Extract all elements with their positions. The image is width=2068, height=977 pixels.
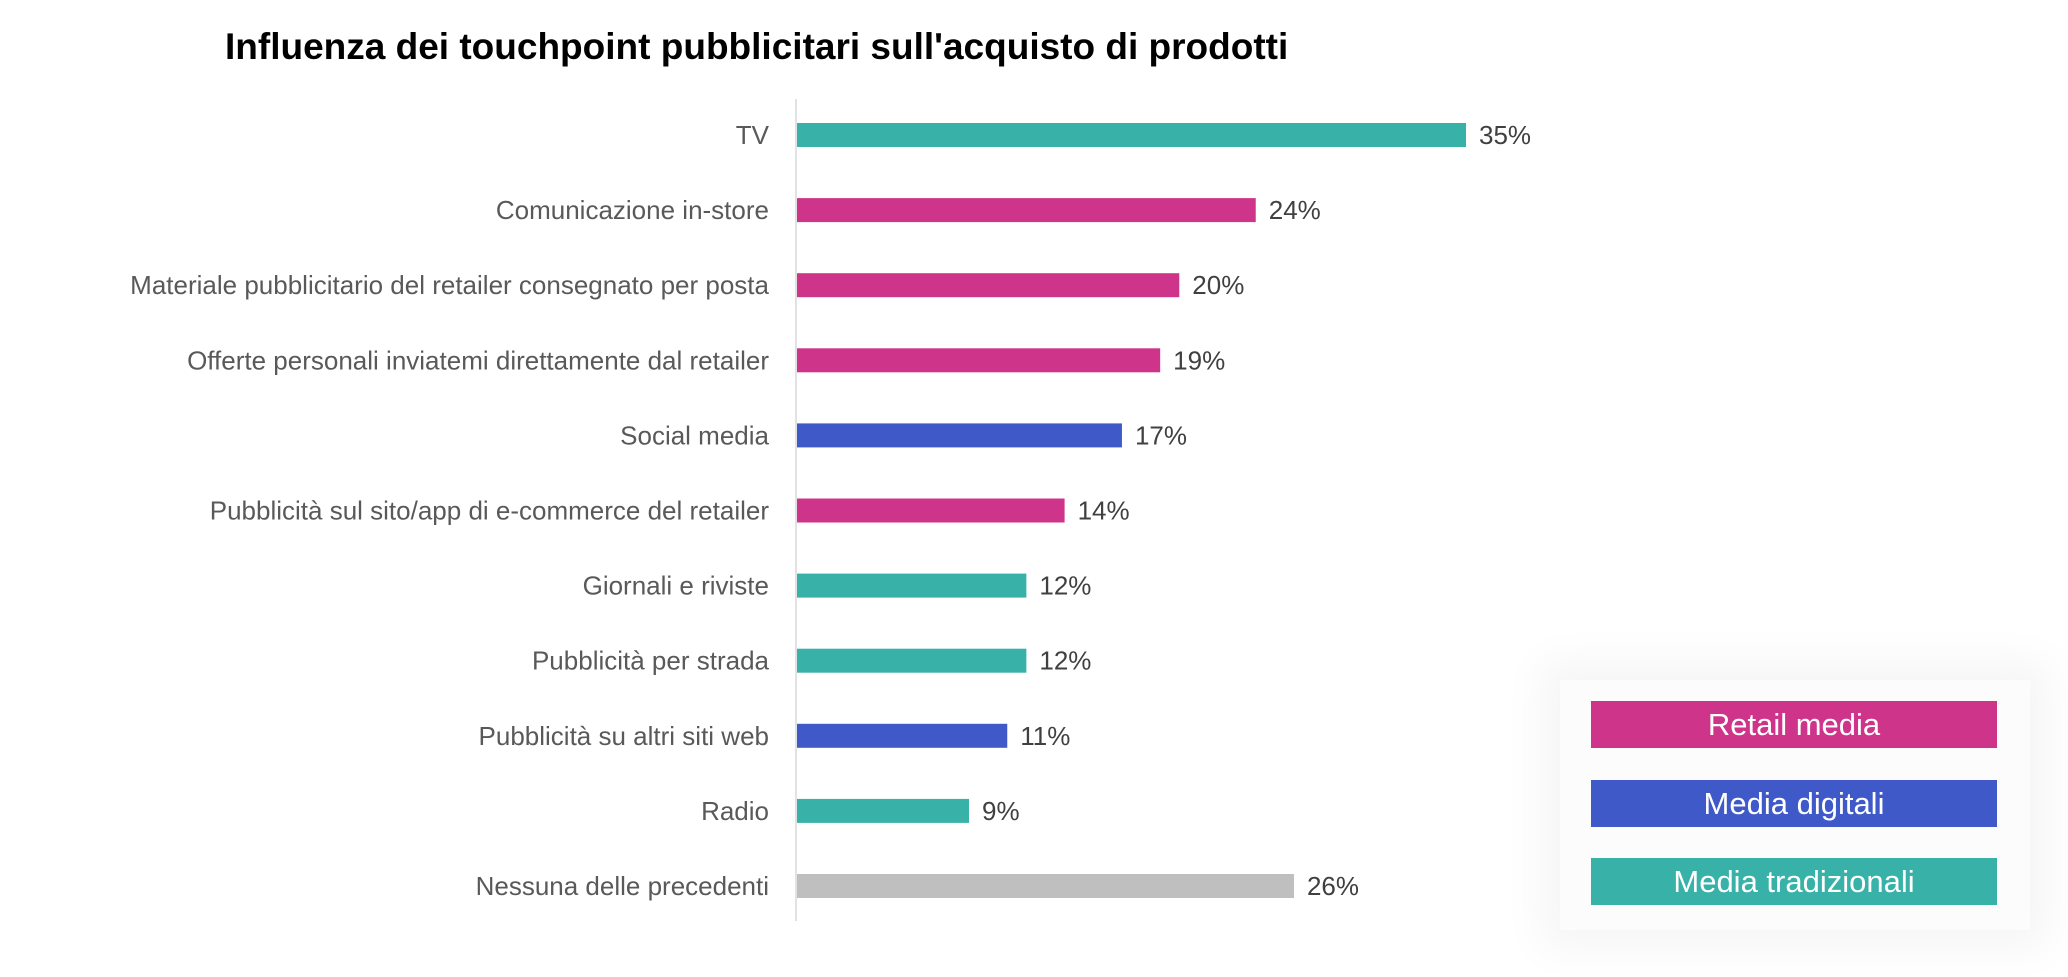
data-label: 14%: [1078, 496, 1130, 526]
bar: [797, 874, 1294, 898]
legend-item-media-digitali: Media digitali: [1591, 780, 1997, 827]
legend: Retail media Media digitali Media tradiz…: [1560, 680, 2030, 930]
category-label: Radio: [701, 796, 769, 826]
data-label: 11%: [1020, 721, 1070, 751]
bar: [797, 498, 1065, 523]
bar: [797, 198, 1256, 223]
category-label: Giornali e riviste: [583, 571, 769, 601]
category-label: TV: [736, 120, 770, 150]
data-label: 24%: [1269, 195, 1321, 225]
data-label: 17%: [1135, 420, 1187, 450]
bar: [797, 723, 1008, 748]
bar: [797, 423, 1122, 448]
data-label: 12%: [1039, 646, 1091, 676]
data-label: 12%: [1039, 571, 1091, 601]
data-label: 35%: [1479, 120, 1531, 150]
data-label: 20%: [1192, 270, 1244, 300]
data-label: 9%: [982, 796, 1020, 826]
chart-title: Influenza dei touchpoint pubblicitari su…: [225, 26, 1289, 67]
category-label: Offerte personali inviatemi direttamente…: [187, 345, 769, 375]
bar: [797, 273, 1180, 298]
data-label: 26%: [1307, 871, 1359, 901]
category-label: Materiale pubblicitario del retailer con…: [130, 270, 769, 300]
data-label: 19%: [1173, 345, 1225, 375]
category-label: Nessuna delle precedenti: [476, 871, 769, 901]
bar: [797, 348, 1161, 373]
bar: [797, 798, 970, 823]
bar: [797, 573, 1027, 598]
category-label: Social media: [620, 420, 769, 450]
category-label: Pubblicità sul sito/app di e-commerce de…: [210, 496, 770, 526]
category-label: Pubblicità su altri siti web: [479, 721, 769, 751]
bar: [797, 123, 1466, 147]
legend-item-retail-media: Retail media: [1591, 701, 1997, 748]
bar: [797, 648, 1027, 673]
category-label: Pubblicità per strada: [532, 646, 770, 676]
legend-item-media-tradizionali: Media tradizionali: [1591, 858, 1997, 905]
category-label: Comunicazione in-store: [496, 195, 769, 225]
